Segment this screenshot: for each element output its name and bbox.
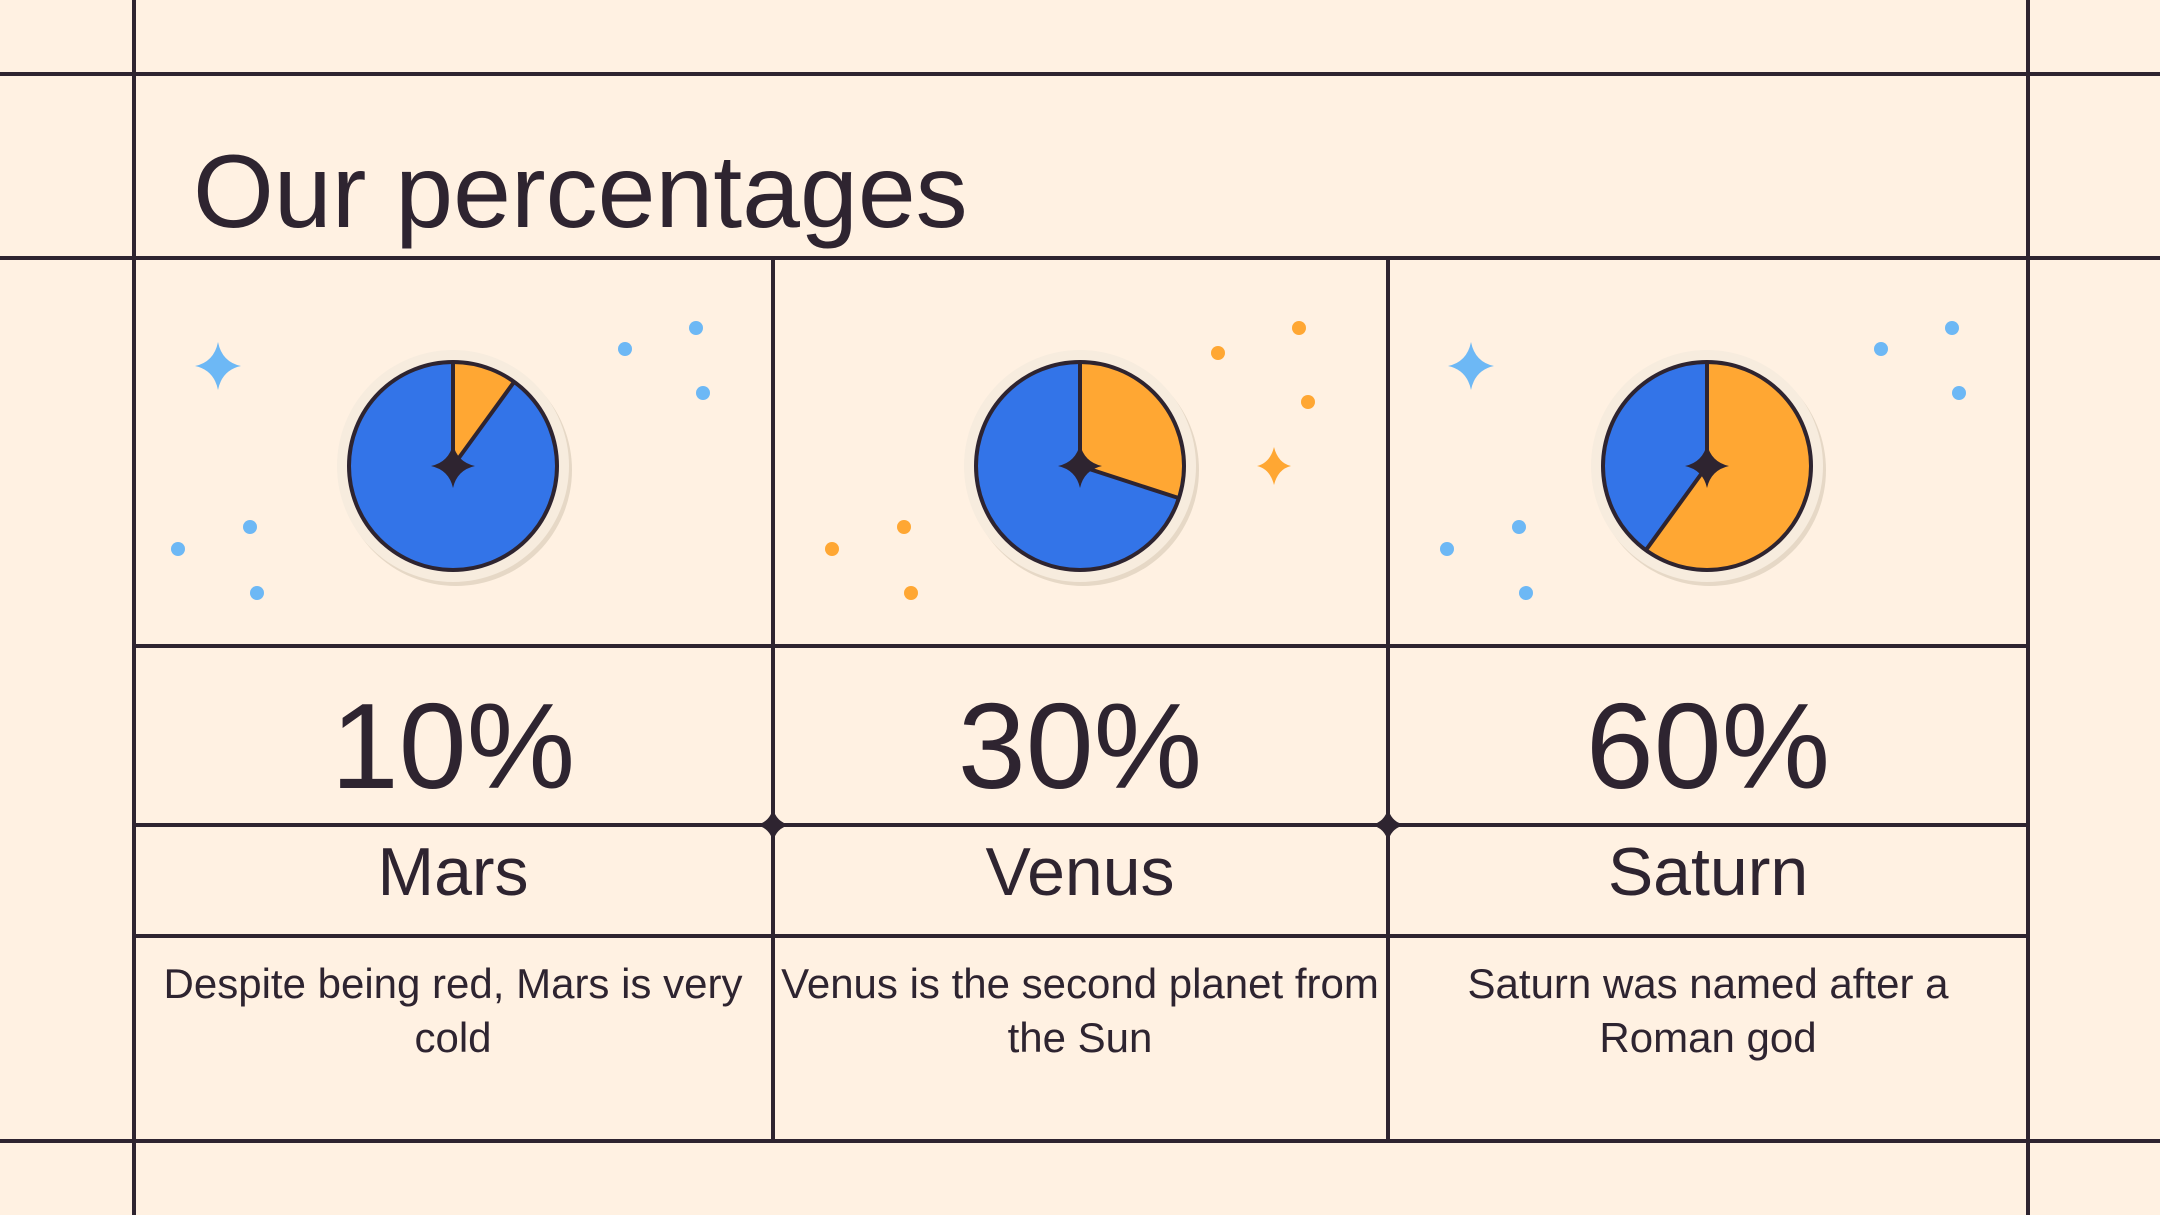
table-divider bbox=[132, 934, 2030, 938]
table-divider bbox=[132, 644, 2030, 648]
category-label: Venus bbox=[985, 834, 1175, 910]
dot bbox=[1292, 321, 1306, 335]
description-text: Despite being red, Mars is very cold bbox=[163, 960, 743, 1061]
dot bbox=[171, 542, 185, 556]
dot bbox=[1301, 395, 1315, 409]
slice-divider bbox=[451, 380, 516, 468]
pie-center-star-icon bbox=[1058, 444, 1102, 488]
slice-divider bbox=[1079, 464, 1180, 501]
dot bbox=[1211, 346, 1225, 360]
data-label: 60% bbox=[1585, 678, 1831, 814]
dot bbox=[825, 542, 839, 556]
sparkle-icon bbox=[1257, 447, 1291, 485]
page-title: Our percentages bbox=[193, 134, 968, 250]
pie-center-star-icon bbox=[1685, 444, 1729, 488]
table-divider bbox=[132, 823, 2030, 827]
dot bbox=[689, 321, 703, 335]
dot bbox=[696, 386, 710, 400]
category-label: Saturn bbox=[1607, 834, 1809, 910]
data-label: 10% bbox=[330, 678, 576, 814]
column-divider bbox=[771, 256, 775, 1143]
dot bbox=[618, 342, 632, 356]
star-icon bbox=[1371, 808, 1405, 842]
dot bbox=[904, 586, 918, 600]
description-text: Venus is the second planet from the Sun bbox=[781, 960, 1379, 1061]
dot bbox=[1945, 321, 1959, 335]
dot bbox=[1874, 342, 1888, 356]
pie-outline bbox=[347, 360, 559, 572]
data-label: 30% bbox=[957, 678, 1203, 814]
grid-line bbox=[2026, 0, 2030, 1215]
dot bbox=[1519, 586, 1533, 600]
grid-line bbox=[132, 0, 136, 1215]
pie-slice-mars bbox=[453, 362, 515, 466]
grid-line bbox=[0, 1139, 2160, 1143]
dot bbox=[1440, 542, 1454, 556]
sparkle-icon bbox=[1448, 342, 1494, 390]
category-label: Mars bbox=[377, 834, 529, 910]
grid-line bbox=[0, 256, 2160, 260]
pie-slice-venus bbox=[1080, 362, 1185, 499]
slice-divider bbox=[1644, 464, 1709, 552]
grid-line bbox=[0, 72, 2160, 76]
dot bbox=[1512, 520, 1526, 534]
pie-outline bbox=[1601, 360, 1813, 572]
column-divider bbox=[1386, 256, 1390, 1143]
sparkle-icon bbox=[195, 342, 241, 390]
pie-center-star-icon bbox=[431, 444, 475, 488]
description-text: Saturn was named after a Roman god bbox=[1467, 960, 1949, 1061]
dot bbox=[897, 520, 911, 534]
star-icon bbox=[756, 808, 790, 842]
dot bbox=[243, 520, 257, 534]
dot bbox=[1952, 386, 1966, 400]
dot bbox=[250, 586, 264, 600]
pie-outline bbox=[974, 360, 1186, 572]
